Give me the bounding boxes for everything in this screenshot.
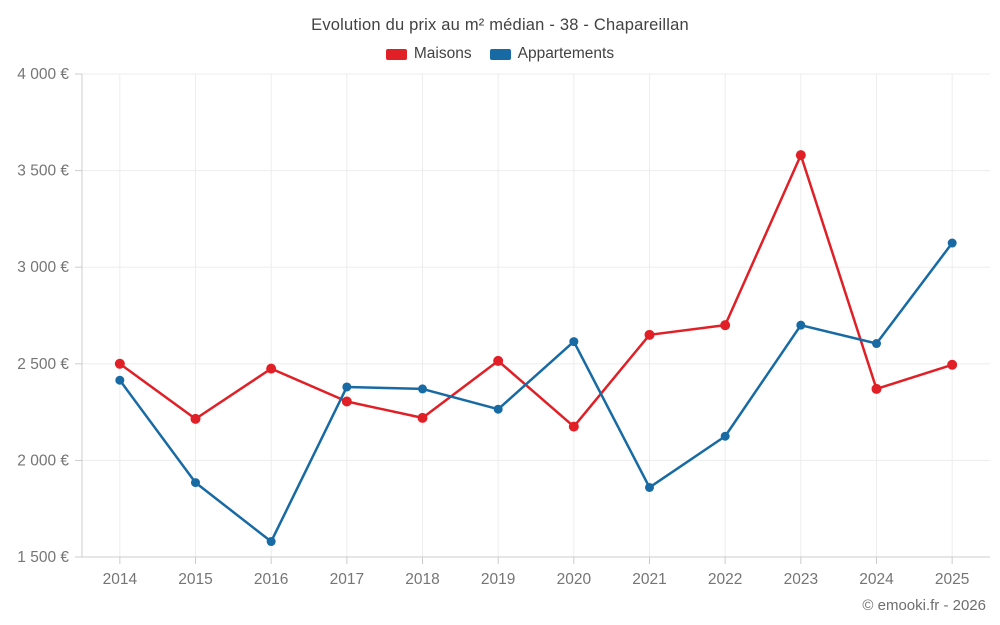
- x-tick-label-2023: 2023: [784, 571, 818, 588]
- appartements-swatch-icon: [489, 48, 511, 60]
- data-point-appartements-2020[interactable]: [569, 337, 579, 347]
- x-tick-label-2021: 2021: [632, 571, 666, 588]
- data-point-maisons-2019[interactable]: [493, 355, 504, 366]
- legend-item-appartements[interactable]: Appartements: [489, 45, 615, 63]
- data-point-appartements-2015[interactable]: [191, 478, 200, 488]
- data-point-maisons-2024[interactable]: [871, 383, 882, 394]
- data-point-maisons-2023[interactable]: [795, 150, 806, 161]
- data-point-appartements-2014[interactable]: [115, 375, 125, 385]
- y-tick-label-3500: 3 500 €: [17, 163, 69, 180]
- x-tick-label-2014: 2014: [103, 571, 138, 588]
- series-line-maisons: [118, 153, 954, 428]
- data-point-appartements-2024[interactable]: [872, 339, 881, 349]
- legend-label-maisons: Maisons: [413, 45, 472, 62]
- data-point-maisons-2021[interactable]: [644, 329, 655, 340]
- x-tick-label-2018: 2018: [405, 571, 439, 588]
- data-point-maisons-2014[interactable]: [114, 358, 125, 369]
- data-point-maisons-2022[interactable]: [720, 320, 731, 331]
- maisons-swatch-icon: [385, 48, 407, 60]
- y-tick-label-1500: 1 500 €: [17, 549, 69, 566]
- legend-item-maisons[interactable]: Maisons: [385, 45, 472, 63]
- data-point-maisons-2018[interactable]: [417, 412, 428, 423]
- x-tick-label-2019: 2019: [481, 571, 515, 588]
- data-point-maisons-2015[interactable]: [190, 413, 201, 424]
- data-point-appartements-2018[interactable]: [418, 384, 427, 394]
- data-point-appartements-2022[interactable]: [720, 431, 730, 441]
- x-tick-label-2017: 2017: [330, 571, 364, 588]
- series-line-appartements: [118, 241, 954, 543]
- chart-title: Evolution du prix au m² médian - 38 - Ch…: [311, 16, 689, 34]
- y-tick-label-2000: 2 000 €: [17, 452, 69, 469]
- y-tick-label-2500: 2 500 €: [17, 356, 69, 373]
- data-point-appartements-2025[interactable]: [947, 238, 957, 248]
- copyright-footer: © emooki.fr - 2026: [862, 597, 986, 614]
- data-point-appartements-2023[interactable]: [796, 320, 806, 330]
- data-point-maisons-2017[interactable]: [341, 396, 352, 407]
- x-tick-label-2024: 2024: [859, 571, 894, 588]
- data-point-maisons-2025[interactable]: [947, 359, 958, 370]
- y-tick-label-3000: 3 000 €: [17, 259, 69, 276]
- data-point-appartements-2017[interactable]: [342, 382, 352, 392]
- x-tick-label-2016: 2016: [254, 571, 288, 588]
- legend: Maisons Appartements: [0, 45, 1000, 63]
- data-point-appartements-2019[interactable]: [493, 404, 503, 414]
- data-point-appartements-2021[interactable]: [645, 482, 654, 492]
- x-tick-label-2025: 2025: [935, 571, 969, 588]
- x-tick-label-2020: 2020: [557, 571, 592, 588]
- y-tick-label-4000: 4 000 €: [17, 66, 69, 83]
- x-tick-label-2015: 2015: [178, 571, 212, 588]
- data-point-maisons-2020[interactable]: [568, 421, 579, 432]
- x-tick-label-2022: 2022: [708, 571, 742, 588]
- data-point-maisons-2016[interactable]: [266, 363, 277, 374]
- data-point-appartements-2016[interactable]: [266, 537, 276, 547]
- legend-label-appartements: Appartements: [517, 45, 615, 62]
